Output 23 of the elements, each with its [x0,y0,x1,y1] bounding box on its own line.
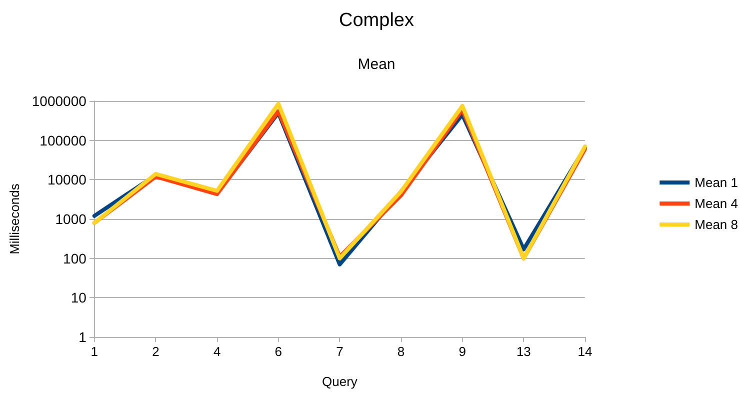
y-tick-label: 1000000 [32,93,87,109]
x-tick-label: 9 [458,344,466,359]
x-tick-label: 2 [152,344,160,359]
y-tick-label: 10 [70,290,87,306]
y-tick-label: 1 [78,329,87,345]
x-tick-label: 4 [213,344,221,359]
x-tick-label: 1 [90,344,98,359]
legend-label: Mean 4 [694,196,738,211]
x-tick-label: 14 [578,344,592,359]
x-tick-label: 7 [336,344,344,359]
x-tick-label: 8 [397,344,405,359]
chart-subtitle: Mean [358,56,396,73]
x-tick-label: 6 [274,344,282,359]
legend-label: Mean 8 [694,217,738,232]
y-tick-label: 1000 [55,211,87,227]
y-axis-title: Milliseconds [7,183,22,254]
chart-title: Complex [339,10,414,31]
y-tick-label: 100 [63,250,87,266]
y-tick-label: 100000 [40,132,87,148]
legend-label: Mean 1 [694,175,738,190]
x-axis-title: Query [322,374,358,389]
x-tick-label: 13 [516,344,531,359]
y-tick-label: 10000 [47,172,87,188]
